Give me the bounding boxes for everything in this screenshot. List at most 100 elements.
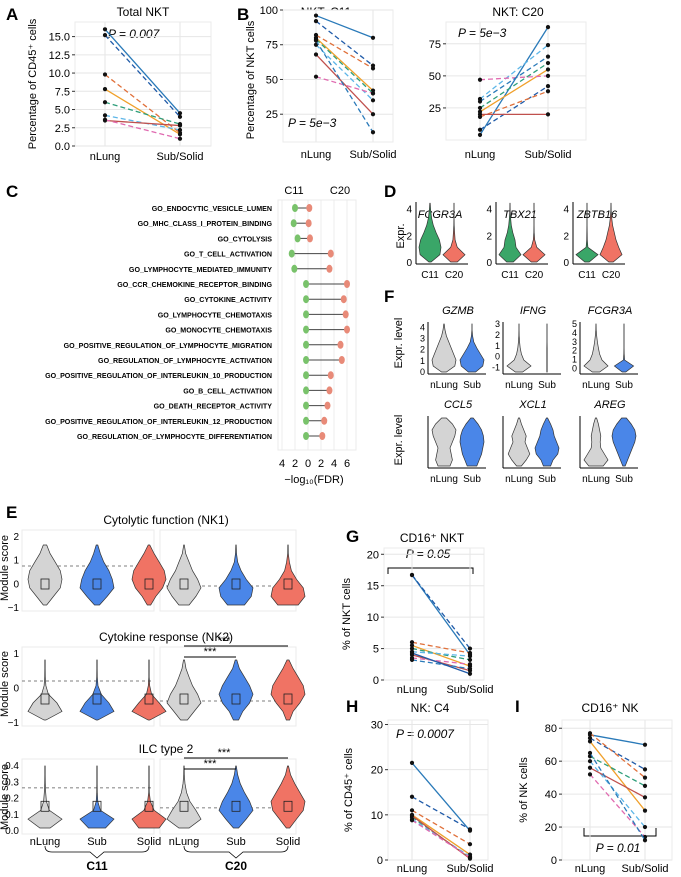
panel-b1-xtick-nlung: nLung (301, 149, 332, 161)
panel-c-dot-c20 (342, 310, 349, 319)
panel-e-ylabel-row1: Module score (0, 535, 11, 601)
panel-e-row-title: ILC type 2 (139, 742, 194, 756)
panel-c-dot-c11 (303, 401, 310, 410)
panel-f-xtick-label: nLung (582, 474, 610, 485)
panel-i-point-nlung (587, 772, 593, 777)
panel-f-violin (611, 417, 637, 467)
panel-b1-point-nlung (313, 42, 319, 47)
panel-b2-ytick-label: 75 (429, 39, 441, 51)
panel-letter-d: D (384, 182, 396, 201)
panel-e-violin (27, 544, 63, 606)
panel-h-ytick-label: 0 (377, 855, 383, 867)
panel-b2-point-nlung (477, 77, 483, 82)
panel-c-dot-c20 (337, 340, 344, 349)
panel-h-point-nlung (409, 760, 415, 766)
panel-c-term-label: GO_REGULATION_OF_LYMPHOCYTE_DIFFERENTIAT… (77, 433, 272, 441)
panel-g-point-nlung (409, 572, 415, 578)
panel-a-point-subsolid (177, 123, 183, 128)
panel-e-ytick-label: −1 (8, 718, 20, 729)
panel-c-term-label: GO_LYMPHOCYTE_MEDIATED_IMMUNITY (129, 266, 272, 274)
panel-e-violin (27, 659, 63, 721)
panel-b1-ylabel: Percentage of NKT cells (245, 20, 257, 139)
panel-e-xtick-label: nLung (169, 836, 200, 848)
panel-e-violin (218, 659, 254, 721)
panel-a-pair-line (104, 114, 181, 131)
panel-g-point-subsolid (467, 666, 473, 671)
panel-h-point-nlung (409, 813, 415, 818)
panel-e-ytick-label: 1 (13, 556, 19, 567)
panel-h-point-nlung (409, 808, 415, 813)
panel-a-pairs (102, 27, 183, 141)
panel-c-terms: GO_ENDOCYTIC_VESICLE_LUMEN GO_MHC_CLASS_I… (45, 205, 272, 441)
panel-c-dot-c11 (303, 310, 310, 319)
panel-c-dot-c20 (327, 249, 334, 258)
panel-b2-point-subsolid (545, 84, 551, 89)
panel-a-point-nlung (102, 87, 108, 92)
panel-c-dot-c11 (303, 325, 310, 334)
panel-b2-plot-area (445, 21, 587, 141)
panel-i-pair-line (589, 767, 646, 798)
panel-d-gene-title: TBX21 (503, 209, 537, 221)
panel-e-ytick-label: 0 (13, 579, 19, 590)
panel-c-dot-c11 (303, 295, 310, 304)
panel-b2: NKT: C20 P = 5e−3 nLung Sub/Solid 25 50 75 (429, 5, 587, 161)
panel-e-violin (218, 765, 254, 829)
panel-b1-pair-line (315, 14, 374, 39)
panel-e-boxplot (40, 800, 50, 812)
panel-g-point-nlung (409, 650, 415, 656)
panel-e-violin (270, 544, 306, 606)
panel-b1-ytick-label: 100 (260, 5, 278, 17)
panel-b2-point-subsolid (545, 67, 551, 72)
panel-h-pair-line (411, 762, 471, 832)
panel-b2-xtick-subsolid: Sub/Solid (524, 149, 571, 161)
panel-d-xtick-label: C11 (421, 270, 439, 281)
panel-a-point-subsolid (177, 127, 183, 133)
panel-c-col-c20: C20 (330, 185, 350, 197)
panel-i-point-nlung (587, 736, 593, 741)
panel-b1-point-subsolid (370, 98, 376, 103)
panel-h-point-subsolid (467, 855, 473, 860)
panel-c-xtick-label: 4 (279, 458, 285, 470)
panel-a-pair-line (104, 28, 181, 114)
panel-i-point-subsolid (642, 808, 648, 813)
panel-f-violin (583, 417, 609, 467)
panel-f-xtick-label: nLung (505, 380, 533, 391)
panel-f-xtick-label: Sub (538, 380, 556, 391)
panel-b1-ytick-label: 50 (266, 74, 278, 86)
panel-f-ytick-label: 1 (495, 341, 500, 351)
panel-a-ytick-label: 0.0 (55, 141, 70, 153)
panel-f-ytick-label: 3 (495, 319, 500, 329)
panel-i-pair-line (589, 773, 646, 838)
panel-b1-p-value: P = 5e−3 (288, 116, 337, 130)
panel-b2-point-nlung (477, 132, 483, 137)
panel-i-ytick-label: 80 (545, 723, 557, 735)
panel-c-dot-c20 (306, 204, 313, 212)
panel-g-pair-line (411, 647, 471, 661)
panel-d-gene-title: FCGR3A (418, 209, 463, 221)
panel-d-ytick-label: 0 (563, 258, 569, 269)
panel-e-violin (270, 659, 306, 721)
panel-h-title: NK: C4 (411, 701, 450, 715)
panel-b2-point-subsolid (545, 112, 551, 117)
panel-h-xtick-nlung: nLung (397, 863, 428, 875)
panel-g-yticks: 0 5 10 15 20 (367, 548, 484, 687)
panel-d-xtick-label: C11 (501, 270, 519, 281)
panel-i: CD16⁺ NK % of NK cells P = 0.01 nLung Su… (518, 701, 673, 875)
panel-i-ytick-label: 60 (545, 756, 557, 768)
panel-g-pair-line (411, 651, 471, 657)
panel-e-violin (131, 544, 167, 606)
panel-c-term-label: GO_CYTOLYSIS (218, 235, 273, 243)
panel-d-ylabel: Expr. (395, 223, 407, 248)
panel-c-xtick-label: 4 (331, 458, 337, 470)
panel-c-xtick-label: 2 (318, 458, 324, 470)
panel-e-violin (79, 765, 115, 829)
panel-d-violins: FCGR3A 0 2 4 C11 C20 TBX21 0 2 4 C11 C20 ZBTB16 0 2 4 C1… (406, 202, 625, 281)
panel-e-boxplot (92, 800, 102, 812)
panel-f-ytick-label: 1 (420, 356, 425, 366)
panel-i-pair-line (589, 732, 646, 779)
panel-g-pairs (409, 572, 473, 676)
panel-e-ytick-label: 0.4 (5, 761, 19, 772)
panel-a-p-value: P = 0.007 (108, 27, 161, 41)
panel-e-ytick-label: 0.3 (5, 777, 19, 788)
panel-e-row-title: Cytokine response (NK2) (99, 630, 233, 644)
